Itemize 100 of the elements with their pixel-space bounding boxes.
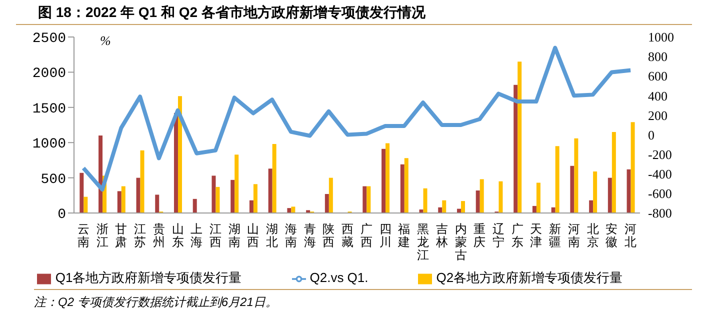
bar xyxy=(291,206,296,213)
bar xyxy=(366,186,371,213)
bar xyxy=(518,62,522,213)
bar xyxy=(589,200,594,213)
x-tick-label: 山西 xyxy=(247,222,260,249)
bar xyxy=(155,194,160,213)
x-tick-label: 贵州 xyxy=(152,222,165,249)
bar xyxy=(174,113,178,213)
y2-tick-label: 400 xyxy=(648,88,668,104)
y-tick-label: 1500 xyxy=(32,101,66,118)
bar xyxy=(192,198,197,213)
y-tick-label: 0 xyxy=(58,206,66,223)
bar xyxy=(400,164,404,213)
bar xyxy=(272,144,276,213)
bar xyxy=(328,178,333,213)
x-tick-label: 四川 xyxy=(379,222,392,249)
bar xyxy=(404,158,408,213)
x-tick-label: 广西 xyxy=(360,222,372,249)
bar xyxy=(423,188,428,213)
x-tick-label: 西藏 xyxy=(342,222,354,249)
bar xyxy=(117,191,122,213)
bar xyxy=(268,168,272,213)
text: 注：Q2 专项债发行数据统计截止到6月21日。 xyxy=(34,295,278,309)
x-tick-label: 广东 xyxy=(511,222,524,249)
bar xyxy=(230,180,235,213)
x-tick-label: 江苏 xyxy=(134,222,146,249)
bar xyxy=(498,181,503,213)
bar xyxy=(98,136,103,213)
bar xyxy=(626,169,631,213)
bar xyxy=(80,172,84,213)
x-tick-label: 河北 xyxy=(624,222,637,249)
x-tick-label: 新疆 xyxy=(549,222,562,249)
bar xyxy=(234,154,239,213)
x-tick-label: 福建 xyxy=(397,222,410,249)
legend-label: Q2.vs Q1. xyxy=(310,270,368,285)
bar xyxy=(178,96,182,213)
x-tick-label: 山东 xyxy=(172,222,184,249)
bar xyxy=(514,84,518,213)
x-tick-label: 甘肃 xyxy=(115,222,128,249)
bar xyxy=(608,178,612,213)
y-tick-label: 500 xyxy=(40,172,66,188)
x-tick-label: 内蒙古 xyxy=(454,222,467,262)
y2-tick-label: 600 xyxy=(648,68,668,84)
y2-tick-label: 200 xyxy=(648,108,668,123)
bar xyxy=(362,186,367,213)
bar xyxy=(630,122,635,213)
bar xyxy=(536,182,540,213)
y2-tick-label: -200 xyxy=(648,146,672,162)
x-tick-label: 辽宁 xyxy=(492,222,504,249)
x-tick-label: 安徽 xyxy=(606,222,618,249)
bar xyxy=(249,200,254,213)
y2-tick-label: 800 xyxy=(648,49,668,64)
x-tick-label: 河南 xyxy=(568,222,580,249)
chart-title: 图 18：2022 年 Q1 和 Q2 各省市地方政府新增专项债发行情况 xyxy=(16,4,692,25)
bar xyxy=(612,132,616,213)
bar xyxy=(442,200,446,213)
bar xyxy=(593,171,598,213)
y2-tick-label: 0 xyxy=(648,127,654,142)
bar xyxy=(460,201,465,213)
x-tick-label: 天津 xyxy=(530,222,542,249)
y-axis-title: % xyxy=(100,33,111,49)
legend-label: Q1各地方政府新增专项债发行量 xyxy=(55,270,242,285)
x-tick-label: 陕西 xyxy=(322,222,335,249)
y2-tick-label: -800 xyxy=(648,206,672,221)
x-tick-label: 重庆 xyxy=(474,222,486,249)
bar xyxy=(121,186,126,213)
x-tick-label: 湖南 xyxy=(228,222,240,249)
y-tick-label: 2000 xyxy=(32,66,66,82)
y2-tick-label: -400 xyxy=(648,166,672,182)
x-tick-label: 浙江 xyxy=(96,222,108,249)
y2-tick-label: -600 xyxy=(648,186,672,202)
bar xyxy=(570,166,574,213)
x-tick-label: 江西 xyxy=(210,222,222,249)
line-series xyxy=(81,46,633,192)
y2-tick-label: 1000 xyxy=(648,30,674,45)
x-tick-label: 吉林 xyxy=(434,222,448,249)
bar xyxy=(532,206,536,213)
bar xyxy=(287,208,292,213)
bar xyxy=(480,179,484,213)
y-tick-label: 1000 xyxy=(32,136,66,153)
bar xyxy=(136,178,140,213)
x-tick-label: 海南 xyxy=(284,222,297,249)
bar xyxy=(140,150,144,213)
bar xyxy=(84,196,88,213)
x-tick-label: 湖北 xyxy=(266,222,278,249)
x-tick-label: 黑龙江 xyxy=(417,222,430,262)
bar xyxy=(324,194,329,213)
bar xyxy=(386,143,390,213)
x-tick-label: 青海 xyxy=(304,222,316,249)
bar xyxy=(216,186,220,213)
bar xyxy=(574,138,578,213)
bar xyxy=(212,176,216,213)
bar xyxy=(476,190,480,213)
bar xyxy=(382,148,386,213)
x-tick-label: 云南 xyxy=(77,222,90,249)
y-tick-label: 2500 xyxy=(32,30,66,47)
bar xyxy=(253,184,258,213)
bar xyxy=(555,146,560,213)
x-tick-label: 上海 xyxy=(190,222,203,249)
x-tick-label: 北京 xyxy=(586,222,599,249)
